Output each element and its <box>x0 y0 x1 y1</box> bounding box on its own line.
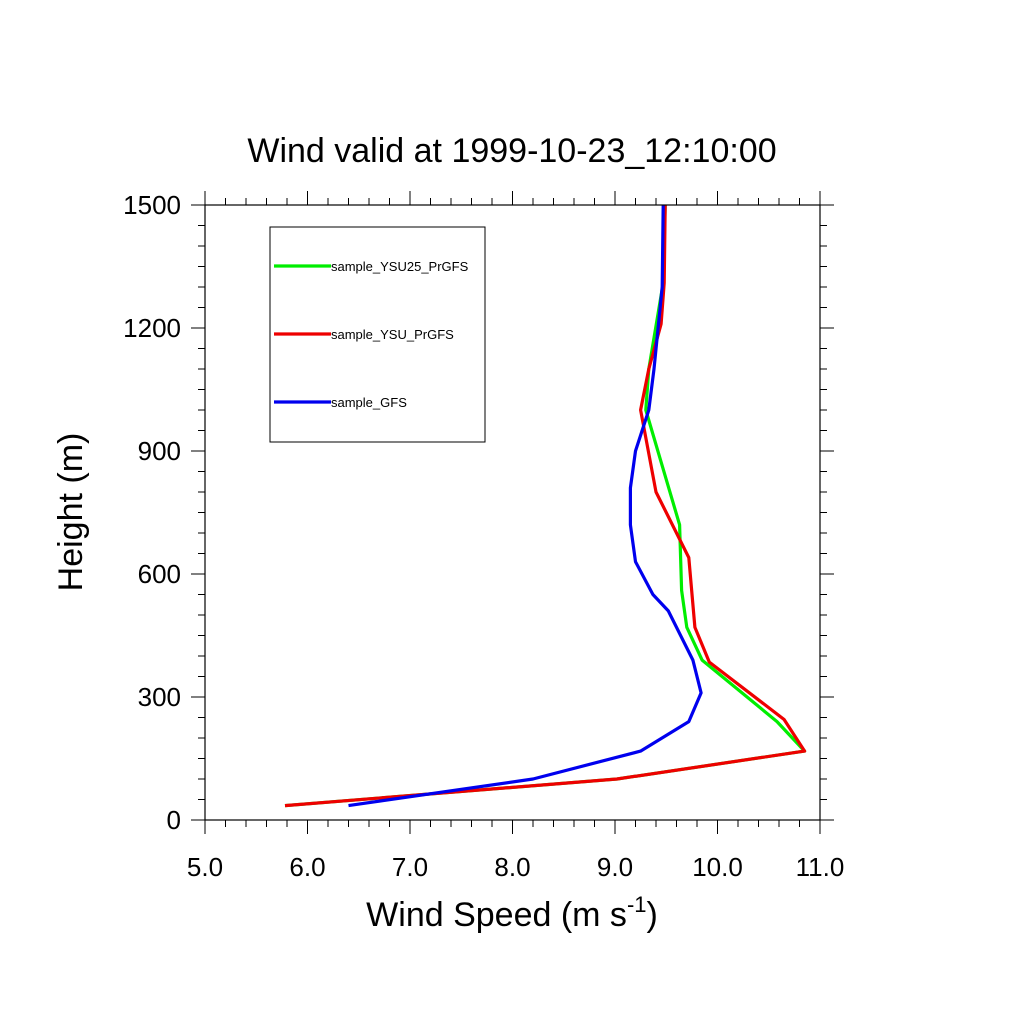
y-tick-label: 0 <box>167 805 181 835</box>
series-lines <box>284 204 807 808</box>
tick-labels: 5.0 6.0 7.0 8.0 9.0 10.0 11.0 0 300 600 900 1200 150… <box>123 190 844 882</box>
x-axis-label-end: ) <box>647 896 658 934</box>
series-line-2 <box>284 204 807 808</box>
legend-label: sample_YSU_PrGFS <box>331 327 454 342</box>
x-axis-label-main: Wind Speed (m s <box>366 896 627 934</box>
x-axis-label-superscript: -1 <box>627 892 647 917</box>
legend-label: sample_GFS <box>331 395 407 410</box>
series-line-3 <box>348 204 703 808</box>
y-tick-label: 300 <box>138 682 181 712</box>
plot-frame <box>204 204 821 821</box>
x-tick-label: 10.0 <box>692 852 743 882</box>
x-axis-label: Wind Speed (m s-1) <box>366 892 658 934</box>
y-tick-label: 900 <box>138 436 181 466</box>
x-tick-label: 8.0 <box>494 852 530 882</box>
legend-label: sample_YSU25_PrGFS <box>331 259 469 274</box>
y-tick-label: 600 <box>138 559 181 589</box>
axis-ticks <box>191 191 834 834</box>
y-axis-label: Height (m) <box>52 433 90 592</box>
x-tick-label: 5.0 <box>187 852 223 882</box>
chart-title: Wind valid at 1999-10-23_12:10:00 <box>247 132 776 170</box>
y-tick-label: 1500 <box>123 190 181 220</box>
legend: sample_YSU25_PrGFS sample_YSU_PrGFSsample… <box>269 226 486 443</box>
x-tick-label: 9.0 <box>597 852 633 882</box>
x-tick-label: 7.0 <box>392 852 428 882</box>
x-tick-label: 11.0 <box>796 852 845 882</box>
y-tick-label: 1200 <box>123 313 181 343</box>
x-tick-label: 6.0 <box>289 852 325 882</box>
